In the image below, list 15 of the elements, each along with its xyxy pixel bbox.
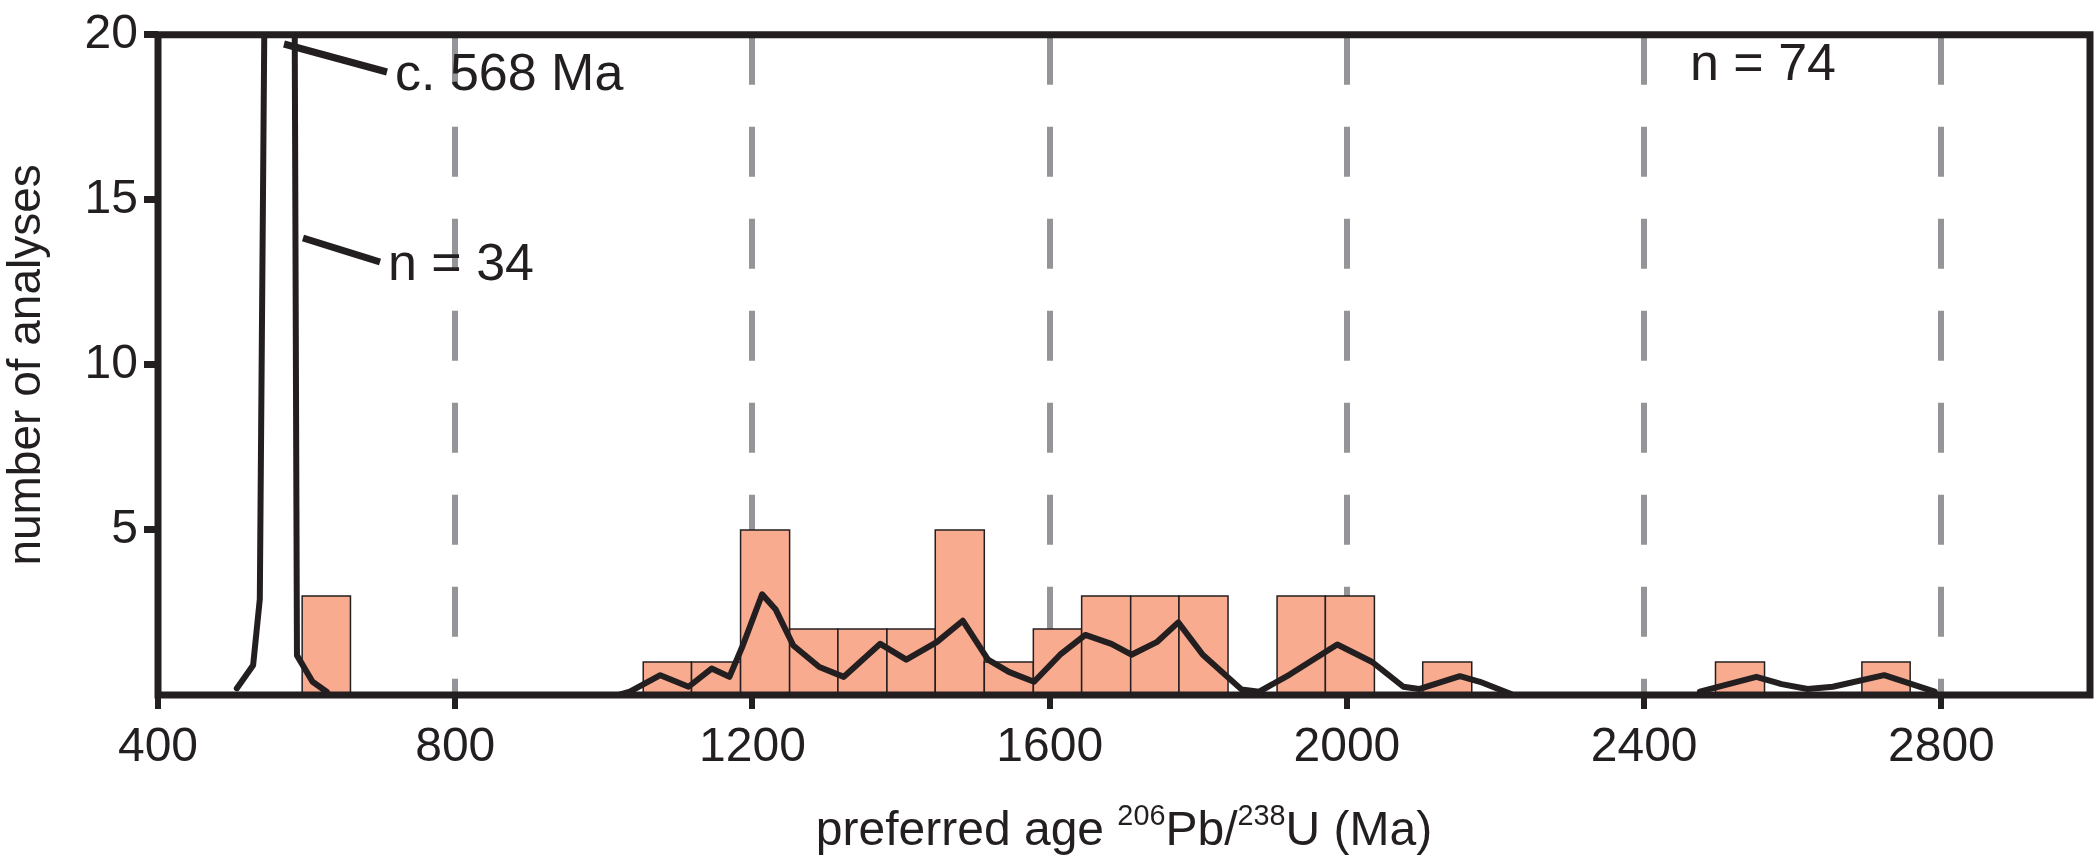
x-tick-label: 1600: [996, 718, 1104, 772]
x-tick-label: 2000: [1293, 718, 1401, 772]
y-tick-label: 15: [84, 170, 138, 224]
x-tick-label: 400: [117, 718, 199, 772]
x-tick-label: 2400: [1590, 718, 1698, 772]
annotation: n = 34: [388, 233, 535, 292]
annotation: c. 568 Ma: [395, 43, 624, 102]
x-tick-label: 800: [415, 718, 496, 772]
y-axis-title: number of analyses: [0, 164, 51, 566]
y-tick-label: 5: [111, 500, 138, 554]
x-tick-label: 1200: [699, 718, 806, 772]
annotation: n = 74: [1690, 33, 1837, 92]
x-tick-label: 2800: [1887, 718, 1995, 772]
y-tick-label: 20: [84, 5, 138, 59]
y-tick-label: 10: [84, 335, 138, 389]
